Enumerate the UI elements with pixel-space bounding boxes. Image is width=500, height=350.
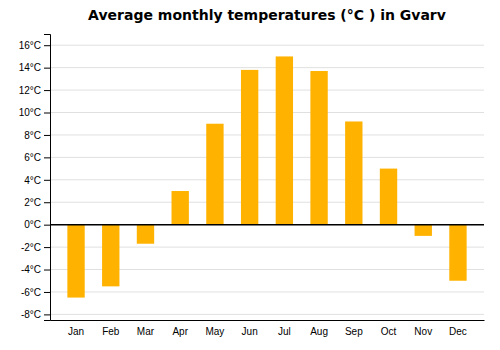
bar: [172, 191, 189, 225]
x-tick-label: Jul: [278, 326, 291, 337]
x-tick-label: Mar: [137, 326, 155, 337]
y-tick-label: 8°C: [24, 130, 41, 141]
y-tick-label: 16°C: [19, 40, 41, 51]
x-tick-label: May: [205, 326, 224, 337]
zero-line: [50, 224, 484, 226]
y-tick: 12°C: [19, 85, 50, 96]
x-tick: Jun: [242, 326, 258, 337]
y-tick-label: 0°C: [24, 219, 41, 230]
grid-line: [50, 224, 484, 225]
x-tick-label: Nov: [414, 326, 432, 337]
x-tick: Oct: [381, 326, 397, 337]
x-tick: Aug: [310, 326, 328, 337]
y-tick: 10°C: [19, 107, 50, 118]
bars: [67, 56, 466, 297]
title: Average monthly temperatures (°C ) in Gv…: [88, 7, 446, 23]
y-tick-label: 2°C: [24, 197, 41, 208]
x-tick-label: Jun: [242, 326, 258, 337]
y-tick-mark: [44, 45, 50, 46]
y-tick: -8°C: [21, 309, 50, 320]
y-tick: -4°C: [21, 264, 50, 275]
grid-line: [50, 134, 484, 135]
x-tick: Nov: [414, 326, 432, 337]
bar: [137, 225, 154, 244]
grid-line: [50, 179, 484, 180]
chart-svg: -8°C -6°C -4°C -2°C 0°C 2°C 4°C 6°C 8°C 10°C 12°C 1…: [0, 0, 500, 350]
x-tick: Jan: [68, 326, 84, 337]
bar: [449, 225, 466, 281]
grid-line: [50, 67, 484, 68]
y-tick-label: 12°C: [19, 85, 41, 96]
y-tick: 2°C: [24, 197, 50, 208]
y-axis: -8°C -6°C -4°C -2°C 0°C 2°C 4°C 6°C 8°C 10°C 12°C 1…: [19, 35, 51, 321]
y-tick-label: -2°C: [21, 242, 41, 253]
y-tick: 0°C: [24, 219, 50, 230]
x-tick: Apr: [172, 326, 188, 337]
grid-line: [50, 157, 484, 158]
y-tick-mark: [44, 157, 50, 158]
bar: [241, 70, 258, 225]
y-tick-mark: [44, 292, 50, 293]
y-tick-mark: [44, 90, 50, 91]
bar: [102, 225, 119, 287]
x-axis-line: [51, 320, 485, 321]
y-tick-label: 10°C: [19, 107, 41, 118]
bar: [206, 124, 223, 225]
x-tick-label: Jan: [68, 326, 84, 337]
y-tick-mark: [44, 202, 50, 203]
x-tick: May: [205, 326, 224, 337]
grid: [50, 45, 484, 314]
y-tick-mark: [44, 314, 50, 315]
grid-line: [50, 291, 484, 292]
y-tick-label: -6°C: [21, 287, 41, 298]
x-tick-label: Oct: [381, 326, 397, 337]
y-tick-label: -8°C: [21, 309, 41, 320]
y-tick: 4°C: [24, 175, 50, 186]
y-tick: 6°C: [24, 152, 50, 163]
y-tick-label: -4°C: [21, 264, 41, 275]
grid-line: [50, 202, 484, 203]
y-tick-label: 14°C: [19, 62, 41, 73]
y-tick-mark: [44, 225, 50, 226]
x-tick-label: Dec: [449, 326, 467, 337]
y-tick: 8°C: [24, 130, 50, 141]
grid-line: [50, 90, 484, 91]
grid-line: [50, 112, 484, 113]
y-tick-mark: [44, 68, 50, 69]
y-tick-label: 4°C: [24, 175, 41, 186]
x-tick-label: Sep: [345, 326, 363, 337]
y-tick-mark: [44, 135, 50, 136]
y-tick: 16°C: [19, 40, 50, 51]
x-tick: Sep: [345, 326, 363, 337]
bar: [380, 169, 397, 225]
x-tick: Dec: [449, 326, 467, 337]
bar: [67, 225, 84, 298]
x-tick: Feb: [102, 326, 120, 337]
plot-area: -8°C -6°C -4°C -2°C 0°C 2°C 4°C 6°C 8°C 10°C 12°C 1…: [19, 35, 485, 338]
y-tick: -2°C: [21, 242, 50, 253]
bar: [310, 71, 327, 225]
y-tick-mark: [44, 180, 50, 181]
y-tick-label: 6°C: [24, 152, 41, 163]
y-tick: -6°C: [21, 287, 50, 298]
bar: [345, 121, 362, 224]
x-tick: Jul: [278, 326, 291, 337]
grid-line: [50, 45, 484, 46]
y-tick-mark: [44, 270, 50, 271]
y-axis-line: [44, 35, 51, 321]
x-tick-label: Apr: [172, 326, 188, 337]
y-tick-mark: [44, 113, 50, 114]
grid-line: [50, 314, 484, 315]
x-tick-label: Aug: [310, 326, 328, 337]
y-tick-mark: [44, 247, 50, 248]
bar: [415, 225, 432, 236]
x-axis: Jan Feb Mar Apr May Jun Jul Aug Sep Oct Nov Dec: [51, 321, 485, 338]
x-tick: Mar: [137, 326, 155, 337]
bar: [276, 56, 293, 224]
y-tick: 14°C: [19, 62, 50, 73]
x-tick-label: Feb: [102, 326, 120, 337]
